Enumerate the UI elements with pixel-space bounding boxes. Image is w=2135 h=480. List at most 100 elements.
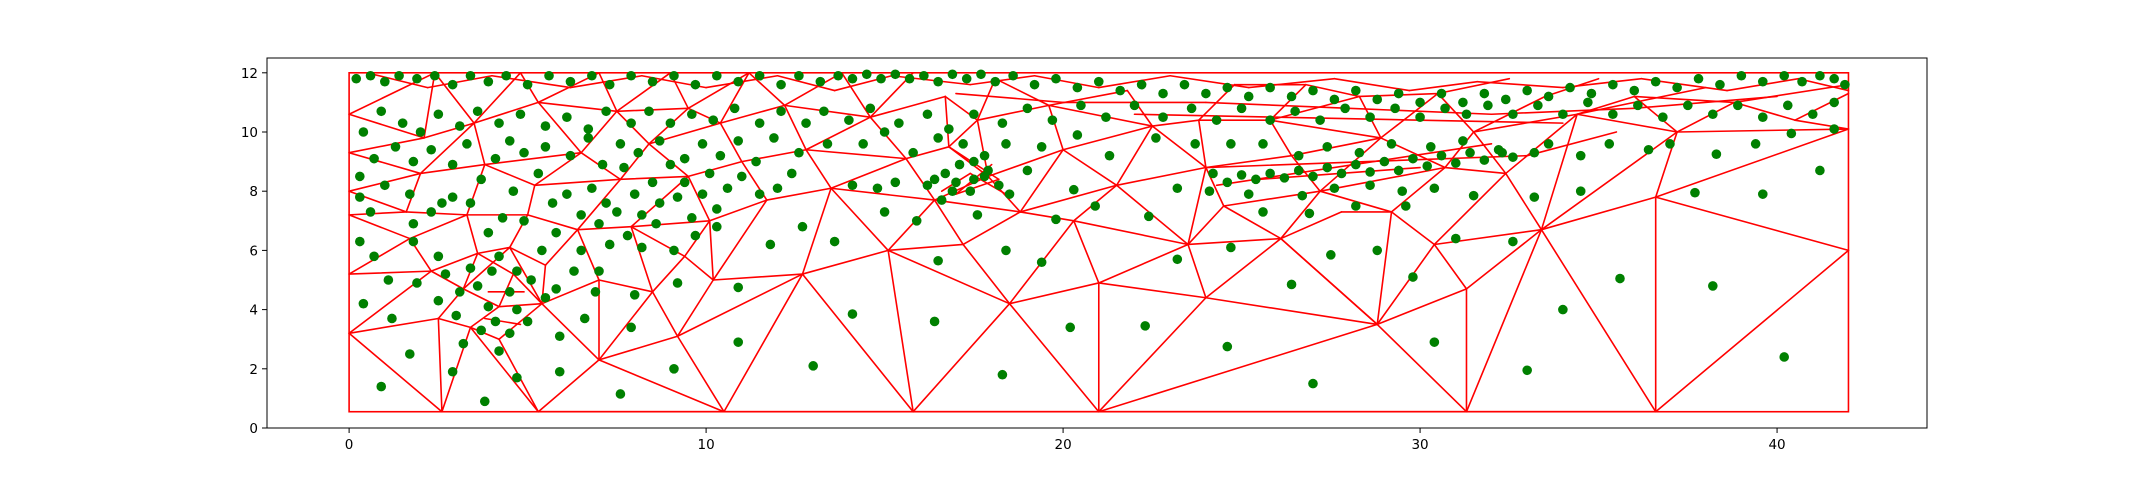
data-point <box>765 239 776 250</box>
mesh-edge <box>1197 119 1207 169</box>
data-point <box>447 366 458 377</box>
data-point <box>1711 149 1722 159</box>
data-point <box>519 216 529 226</box>
mesh-edge <box>1654 249 1850 413</box>
data-point <box>1293 165 1304 176</box>
data-point <box>576 210 586 220</box>
mesh-edge <box>473 72 522 124</box>
data-point <box>576 245 586 256</box>
data-point <box>551 284 561 294</box>
mesh-edge <box>905 157 936 201</box>
mesh-edge <box>1072 220 1189 246</box>
mesh-edge <box>1019 148 1064 213</box>
data-point <box>587 70 597 81</box>
mesh-edge <box>533 178 622 187</box>
data-point <box>679 153 690 164</box>
data-point <box>447 192 458 202</box>
data-point <box>1258 139 1268 149</box>
data-point <box>651 218 661 229</box>
data-point <box>1575 186 1586 196</box>
mesh-edge <box>405 211 468 216</box>
data-point <box>465 263 476 273</box>
data-point <box>929 174 940 185</box>
mesh-edge <box>1276 116 1421 121</box>
data-point <box>1222 82 1233 93</box>
data-point <box>1672 82 1682 93</box>
data-point <box>369 153 379 164</box>
data-point <box>1351 201 1361 211</box>
data-point <box>1708 109 1718 120</box>
data-point <box>919 70 929 81</box>
mesh-edge <box>976 77 997 121</box>
data-point <box>969 109 979 120</box>
data-point <box>733 76 744 87</box>
data-point <box>1022 103 1033 114</box>
data-point <box>1575 150 1586 161</box>
mesh-edge <box>805 116 872 151</box>
data-point <box>1286 279 1297 290</box>
data-point <box>1022 165 1033 176</box>
data-point <box>833 70 843 81</box>
data-point <box>465 70 476 81</box>
mesh-edge <box>723 273 804 413</box>
mesh-edge <box>1540 196 1657 231</box>
data-point <box>408 236 419 247</box>
mesh-edge <box>1290 154 1321 192</box>
data-point <box>1533 100 1543 111</box>
data-point <box>1104 150 1115 161</box>
mesh-edge <box>651 255 686 293</box>
mesh-edge <box>630 225 654 293</box>
data-point <box>704 168 715 179</box>
mesh-edge <box>1654 128 1850 198</box>
mesh-edge <box>1097 243 1189 284</box>
data-point <box>965 186 976 196</box>
mesh-edge <box>1676 101 1736 133</box>
data-point <box>933 255 943 266</box>
data-point <box>1351 159 1361 170</box>
data-point <box>569 266 579 276</box>
data-point <box>997 118 1008 128</box>
data-point <box>715 150 726 161</box>
mesh-edge <box>537 101 582 154</box>
data-point <box>983 165 993 176</box>
data-point <box>540 142 551 152</box>
data-point <box>472 106 483 117</box>
mesh-edge <box>1033 74 1100 89</box>
data-point <box>1508 236 1518 247</box>
data-point <box>1779 352 1790 362</box>
mesh-edge <box>948 119 979 148</box>
x-tick-label: 20 <box>1054 437 1071 453</box>
data-point <box>969 156 979 167</box>
data-point <box>637 210 647 220</box>
data-point <box>1158 88 1168 99</box>
data-point <box>565 76 576 87</box>
data-point <box>1558 304 1568 315</box>
data-point <box>647 76 658 87</box>
data-point <box>922 180 933 191</box>
data-point <box>1465 147 1475 158</box>
mesh-edge <box>1433 243 1468 290</box>
data-point <box>1072 82 1083 93</box>
data-point <box>1308 171 1318 182</box>
mesh-edge <box>483 151 582 166</box>
data-point <box>922 109 933 120</box>
data-point <box>733 282 744 293</box>
mesh-edge <box>776 74 836 92</box>
mesh-edge <box>1062 148 1118 187</box>
data-point <box>519 147 529 158</box>
data-point <box>1425 142 1436 152</box>
mesh-edge <box>1380 92 1439 139</box>
mesh-edge <box>1169 74 1250 89</box>
mesh-edge <box>687 160 743 178</box>
data-point <box>644 106 654 117</box>
data-point <box>1001 245 1011 256</box>
mesh-edge <box>598 291 654 361</box>
data-point <box>776 79 786 90</box>
data-point <box>1036 257 1047 268</box>
data-point <box>583 133 594 143</box>
data-point <box>412 278 422 288</box>
data-point <box>447 159 458 170</box>
data-point <box>1172 183 1183 194</box>
data-point <box>969 174 979 185</box>
data-point <box>1400 201 1411 211</box>
